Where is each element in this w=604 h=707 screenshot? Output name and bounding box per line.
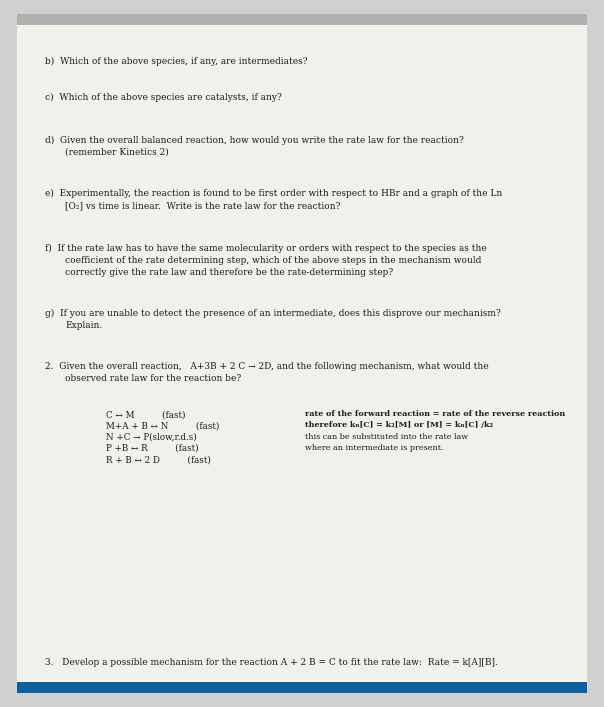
Text: d)  Given the overall balanced reaction, how would you write the rate law for th: d) Given the overall balanced reaction, … (45, 136, 464, 145)
Text: correctly give the rate law and therefore be the rate-determining step?: correctly give the rate law and therefor… (65, 268, 393, 277)
Text: 2.  Given the overall reaction,   A+3B + 2 C → 2D, and the following mechanism, : 2. Given the overall reaction, A+3B + 2 … (45, 362, 489, 371)
Text: observed rate law for the reaction be?: observed rate law for the reaction be? (65, 374, 242, 383)
Text: 3.   Develop a possible mechanism for the reaction A + 2 B = C to fit the rate l: 3. Develop a possible mechanism for the … (45, 658, 498, 667)
Text: R + B ↔ 2 D          (fast): R + B ↔ 2 D (fast) (106, 455, 211, 464)
Text: where an intermediate is present.: where an intermediate is present. (305, 444, 443, 452)
Text: Explain.: Explain. (65, 321, 103, 330)
Text: M+A + B ↔ N          (fast): M+A + B ↔ N (fast) (106, 421, 219, 431)
Bar (17, 14, 587, 25)
Text: rate of the forward reaction = rate of the reverse reaction: rate of the forward reaction = rate of t… (305, 410, 565, 418)
Text: (remember Kinetics 2): (remember Kinetics 2) (65, 148, 169, 157)
Text: therefore kₙ[C] = k₂[M] or [M] = kₙ[C] /k₂: therefore kₙ[C] = k₂[M] or [M] = kₙ[C] /… (305, 421, 493, 429)
Text: P +B ↔ R          (fast): P +B ↔ R (fast) (106, 444, 198, 453)
Text: coefficient of the rate determining step, which of the above steps in the mechan: coefficient of the rate determining step… (65, 256, 481, 265)
Text: f)  If the rate law has to have the same molecularity or orders with respect to : f) If the rate law has to have the same … (45, 244, 487, 253)
Text: C ↔ M          (fast): C ↔ M (fast) (106, 410, 185, 419)
Bar (17, 682, 587, 693)
Text: g)  If you are unable to detect the presence of an intermediate, does this dispr: g) If you are unable to detect the prese… (45, 309, 501, 318)
Text: [O₂] vs time is linear.  Write is the rate law for the reaction?: [O₂] vs time is linear. Write is the rat… (65, 201, 341, 210)
Text: this can be substituted into the rate law: this can be substituted into the rate la… (305, 433, 468, 440)
Text: e)  Experimentally, the reaction is found to be first order with respect to HBr : e) Experimentally, the reaction is found… (45, 189, 503, 198)
Text: c)  Which of the above species are catalysts, if any?: c) Which of the above species are cataly… (45, 93, 282, 103)
Text: b)  Which of the above species, if any, are intermediates?: b) Which of the above species, if any, a… (45, 57, 308, 66)
Text: N +C → P(slow,r.d.s): N +C → P(slow,r.d.s) (106, 433, 196, 442)
